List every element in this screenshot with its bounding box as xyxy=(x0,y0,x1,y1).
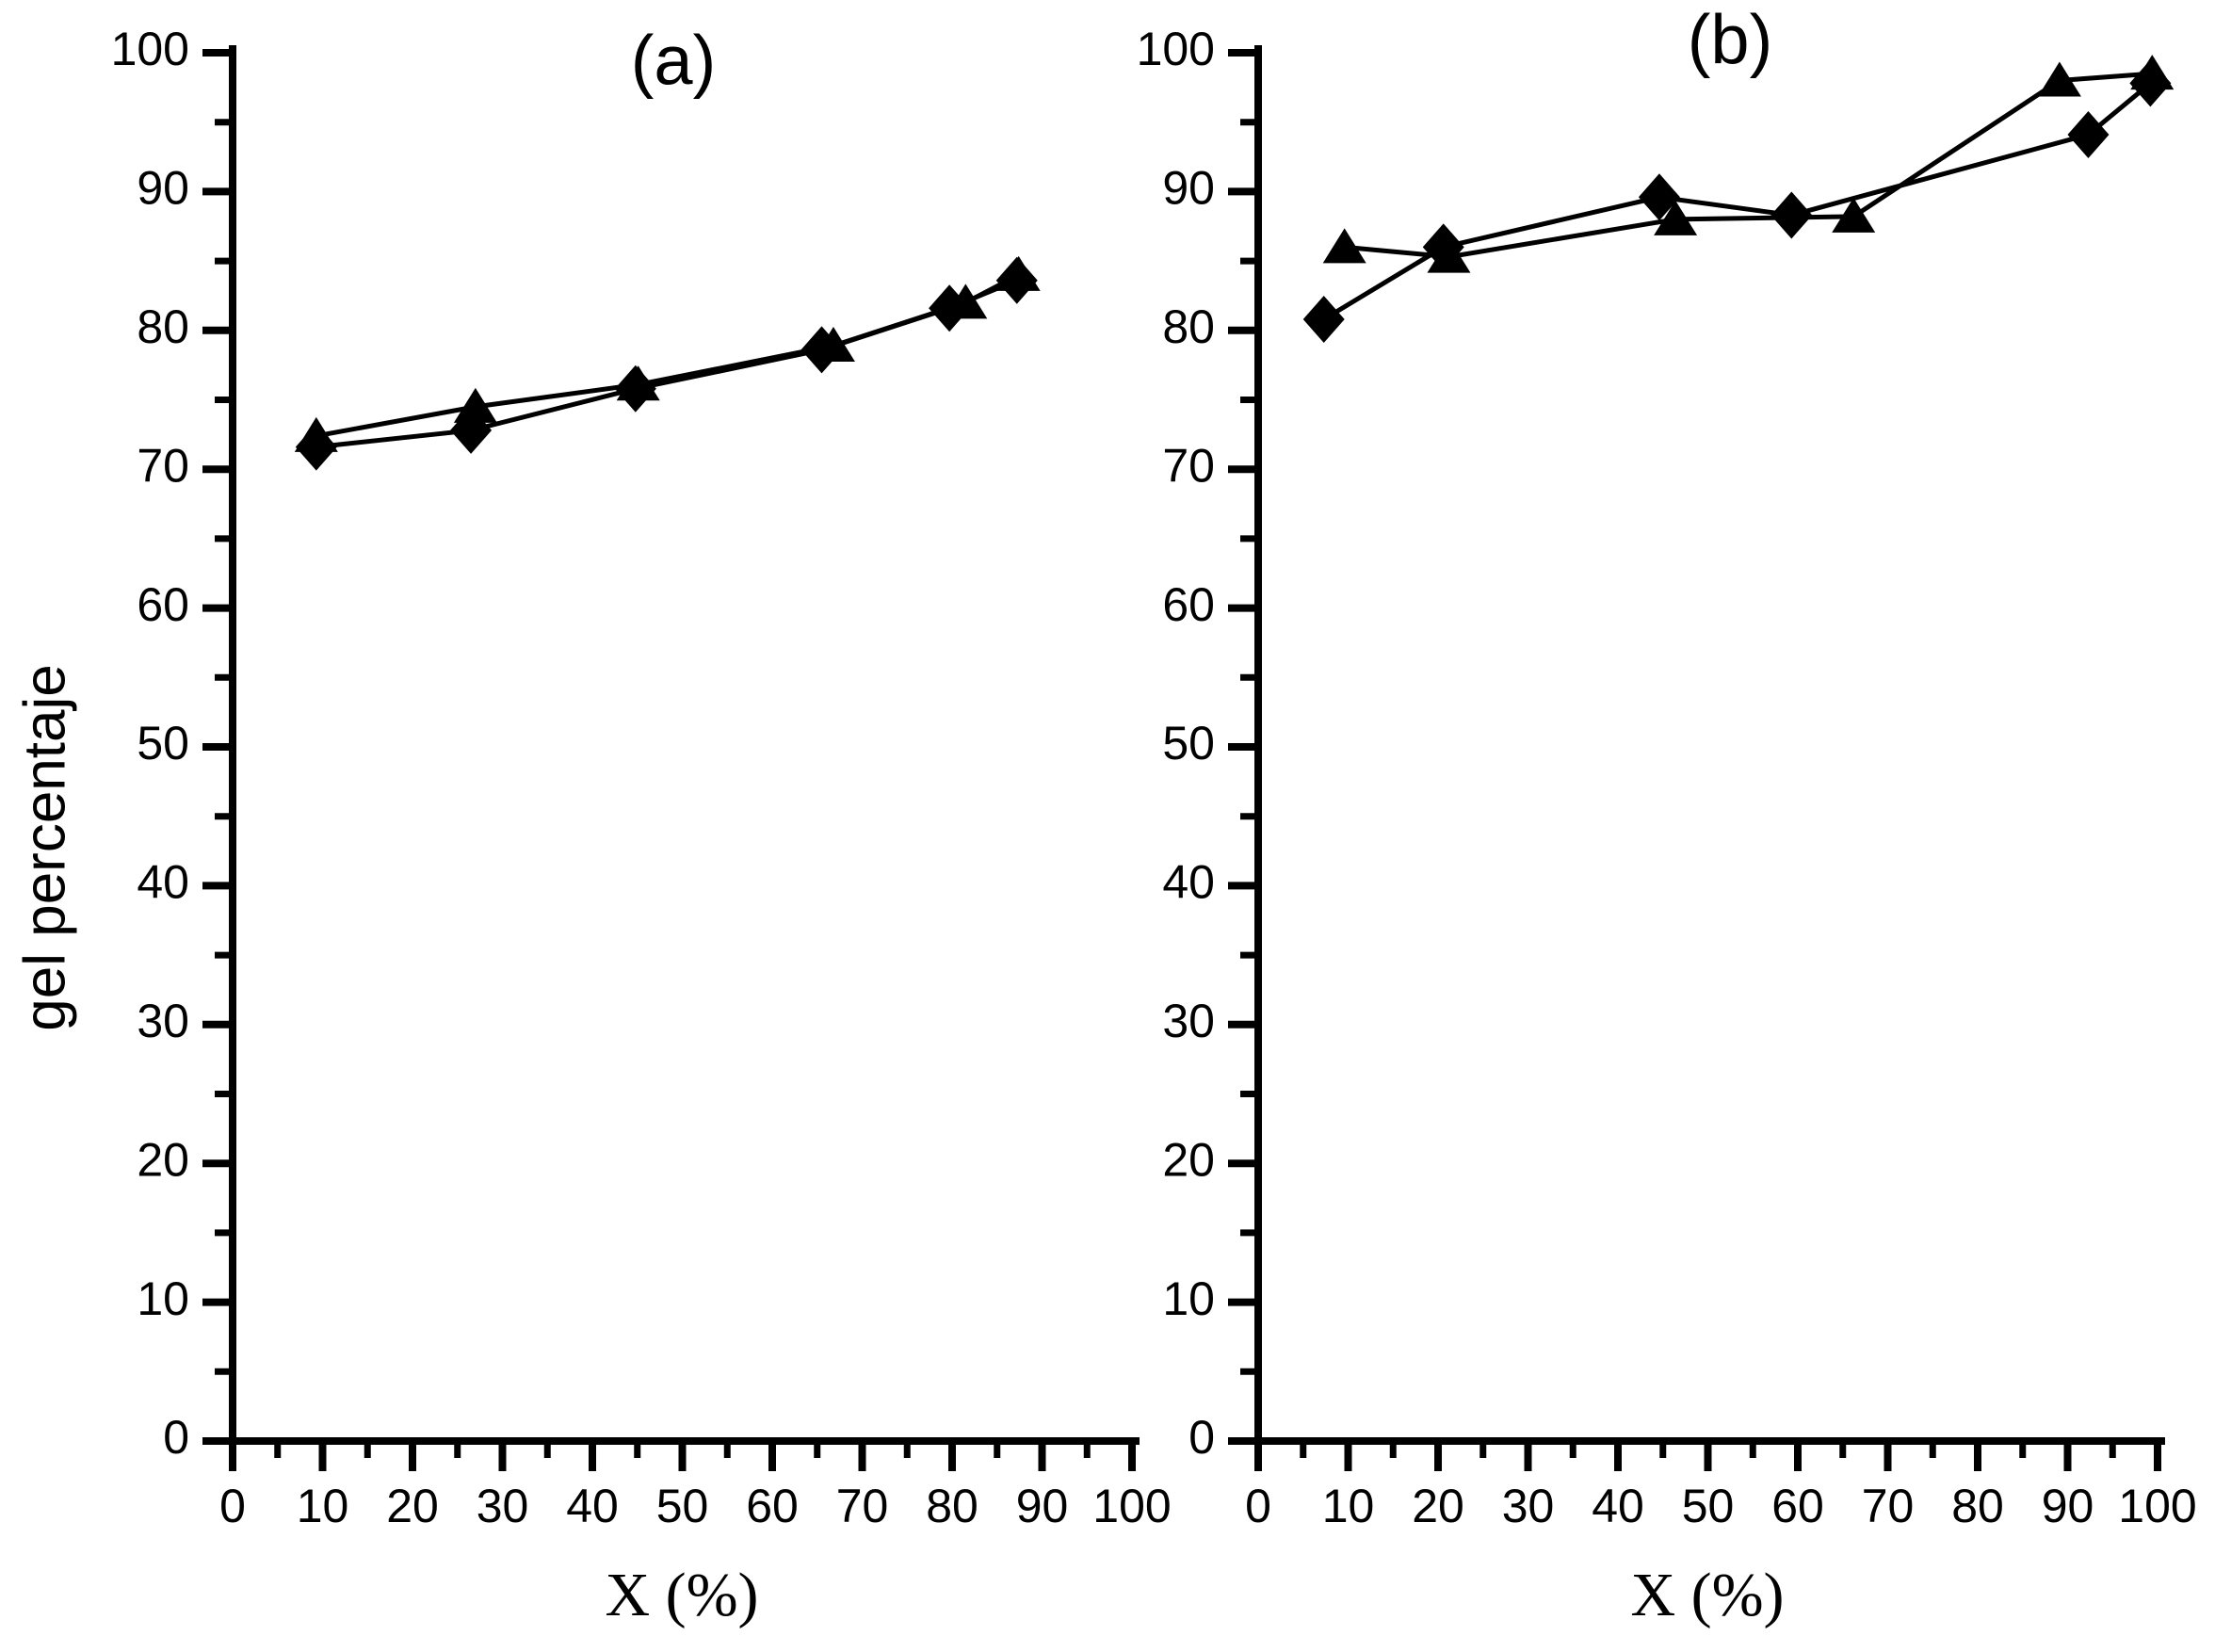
x-tick-label: 30 xyxy=(1502,1480,1555,1532)
y-tick-label: 20 xyxy=(1162,1133,1215,1186)
y-tick-label: 60 xyxy=(137,578,189,631)
y-tick-label: 30 xyxy=(1162,995,1215,1047)
y-tick-label: 90 xyxy=(137,162,189,215)
y-tick-label: 80 xyxy=(137,300,189,353)
diamond-marker xyxy=(1770,191,1813,239)
triangle-marker xyxy=(616,365,660,401)
triangle-marker xyxy=(2037,61,2081,97)
triangle-marker xyxy=(1322,228,1366,264)
x-tick-label: 10 xyxy=(297,1480,349,1532)
triangle-marker xyxy=(1654,200,1698,235)
x-tick-label: 50 xyxy=(656,1480,709,1532)
x-tick-label: 60 xyxy=(746,1480,799,1532)
panel-a: 0 10 20 30 40 50 60 70 80 90 100 0 10 20 30 40 50 60 70 80 9… xyxy=(111,22,1172,1630)
x-tick-label: 10 xyxy=(1322,1480,1375,1532)
panel-title: (a) xyxy=(631,22,716,100)
y-tick-label: 10 xyxy=(137,1272,189,1325)
x-tick-label: 30 xyxy=(477,1480,529,1532)
triangle-marker xyxy=(1427,237,1471,273)
x-tick-label: 20 xyxy=(1412,1480,1464,1532)
x-axis-title: X (%) xyxy=(1630,1561,1784,1629)
x-tick-label: 40 xyxy=(1592,1480,1644,1532)
triangle-marker xyxy=(996,255,1041,291)
y-tick-label: 80 xyxy=(1162,300,1215,353)
triangle-marker xyxy=(2130,55,2175,90)
x-tick-label: 100 xyxy=(2118,1480,2196,1532)
x-axis-title: X (%) xyxy=(605,1561,758,1629)
x-tick-label: 90 xyxy=(2042,1480,2094,1532)
panel-b: 0 10 20 30 40 50 60 70 80 90 100 0 10 20 30 40 50 60 70 80 9… xyxy=(1137,1,2197,1630)
x-tick-label: 80 xyxy=(926,1480,978,1532)
diamond-marker xyxy=(2067,110,2110,158)
triangle-up-series-line xyxy=(315,272,1020,439)
x-tick-label: 60 xyxy=(1771,1480,1824,1532)
diamond-marker xyxy=(1302,296,1345,344)
y-tick-label: 70 xyxy=(1162,439,1215,492)
y-tick-label: 0 xyxy=(163,1411,189,1464)
triangle-marker xyxy=(1832,197,1876,233)
y-tick-label: 10 xyxy=(1162,1272,1215,1325)
diamond-marker xyxy=(1638,173,1680,221)
y-tick-label: 60 xyxy=(1162,578,1215,631)
triangle-marker xyxy=(811,327,855,363)
x-tick-label: 0 xyxy=(219,1480,246,1532)
y-tick-label: 30 xyxy=(137,995,189,1047)
y-tick-label: 70 xyxy=(137,439,189,492)
y-tick-label: 50 xyxy=(137,717,189,769)
x-tick-label: 70 xyxy=(1862,1480,1915,1532)
y-tick-label: 100 xyxy=(1137,23,1215,75)
x-tick-label: 70 xyxy=(836,1480,889,1532)
x-tick-label: 90 xyxy=(1016,1480,1069,1532)
y-tick-label: 40 xyxy=(137,856,189,909)
y-tick-label: 50 xyxy=(1162,717,1215,769)
y-tick-label: 90 xyxy=(1162,162,1215,215)
triangle-marker xyxy=(453,387,497,423)
x-tick-label: 50 xyxy=(1682,1480,1735,1532)
x-tick-label: 20 xyxy=(386,1480,439,1532)
y-tick-label: 0 xyxy=(1188,1411,1215,1464)
triangle-marker xyxy=(294,416,338,452)
y-axis-title: gel percentaje xyxy=(12,664,77,1031)
x-tick-label: 40 xyxy=(566,1480,619,1532)
y-tick-label: 40 xyxy=(1162,856,1215,909)
x-tick-label: 80 xyxy=(1951,1480,2004,1532)
x-tick-label: 100 xyxy=(1092,1480,1171,1532)
y-tick-label: 20 xyxy=(137,1133,189,1186)
x-tick-label: 0 xyxy=(1245,1480,1271,1532)
panel-title: (b) xyxy=(1688,1,1772,79)
y-tick-label: 100 xyxy=(111,23,189,75)
triangle-marker xyxy=(944,283,988,319)
